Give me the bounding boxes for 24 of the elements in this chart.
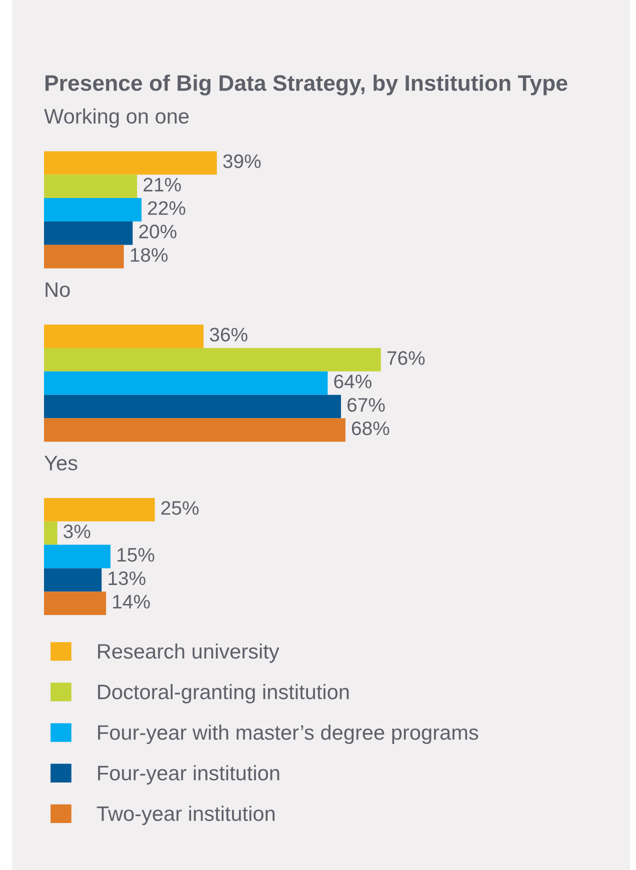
legend-label: Two-year institution: [96, 806, 275, 826]
data-label: 68%: [352, 421, 390, 436]
legend-label: Doctoral-granting institution: [98, 684, 349, 704]
data-label: 15%: [118, 548, 154, 562]
legend-label: Four-year with master’s degree programs: [98, 724, 478, 744]
data-label: 36%: [210, 328, 248, 342]
data-label: 25%: [161, 501, 199, 515]
legend-label: Four-year institution: [98, 765, 280, 785]
data-label: 14%: [113, 594, 150, 609]
data-label: 22%: [148, 201, 186, 215]
data-label: 13%: [108, 571, 146, 586]
y-tick-label: No: [46, 282, 70, 298]
y-tick-label: Yes: [44, 456, 78, 470]
data-label: 20%: [139, 224, 176, 238]
data-label: 76%: [387, 351, 425, 365]
data-label: 67%: [348, 398, 385, 412]
data-label: 21%: [144, 178, 181, 192]
data-label: 64%: [334, 374, 372, 388]
legend-label: Research university: [98, 643, 280, 663]
chart-title: Presence of Big Data Strategy, by Institution Type: [45, 74, 568, 96]
data-label: 3%: [64, 524, 90, 538]
data-label: 39%: [223, 154, 261, 168]
data-label: 18%: [130, 248, 168, 262]
y-tick-label: Working on one: [44, 108, 189, 128]
